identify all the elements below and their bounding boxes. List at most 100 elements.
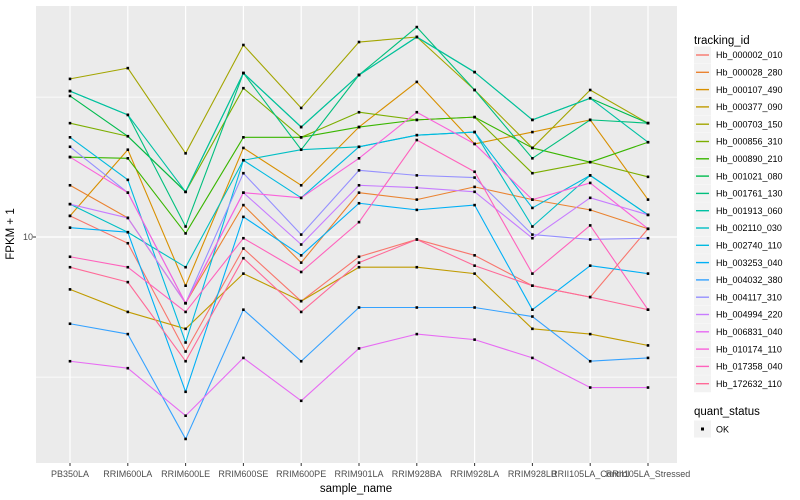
data-point xyxy=(473,264,476,267)
x-tick-label: RRIM600SE xyxy=(218,469,268,479)
data-point xyxy=(126,134,130,138)
legend-entry-label: Hb_006831_040 xyxy=(716,327,783,337)
data-point xyxy=(531,272,534,275)
data-point xyxy=(242,136,245,139)
data-point xyxy=(299,136,303,139)
data-point xyxy=(357,157,361,160)
x-tick-label: RRIM901LA xyxy=(334,469,383,479)
data-point xyxy=(473,176,476,179)
data-point xyxy=(588,160,592,164)
legend-title-quant-status: quant_status xyxy=(694,406,760,418)
data-point xyxy=(415,265,419,269)
data-point xyxy=(415,238,419,241)
legend-entry-label: Hb_000856_310 xyxy=(716,137,783,147)
x-tick-label: RRII105LA_Stressed xyxy=(606,469,691,479)
data-point xyxy=(299,106,303,110)
data-point xyxy=(357,40,361,44)
data-point xyxy=(184,190,187,194)
data-point xyxy=(126,216,130,220)
data-point xyxy=(68,322,72,326)
data-point xyxy=(68,359,72,363)
data-point xyxy=(646,175,650,179)
x-tick-label: RRIM928BA xyxy=(392,469,442,479)
data-point xyxy=(646,198,650,201)
data-point xyxy=(415,35,419,39)
data-point xyxy=(126,66,130,70)
data-point xyxy=(531,198,534,201)
legend-entry-label: Hb_001021_080 xyxy=(716,171,783,181)
legend-entry-label: Hb_002740_110 xyxy=(716,241,782,251)
data-point xyxy=(531,315,534,318)
data-point xyxy=(415,138,419,142)
data-point xyxy=(68,202,72,206)
data-point xyxy=(415,332,419,336)
data-point xyxy=(588,264,592,267)
data-point xyxy=(588,196,592,200)
data-point xyxy=(357,169,361,172)
data-point xyxy=(415,25,419,29)
data-point xyxy=(473,185,476,189)
data-point xyxy=(184,152,187,155)
data-point xyxy=(126,265,130,269)
data-point xyxy=(68,121,72,125)
data-point xyxy=(126,332,130,336)
data-point xyxy=(357,191,361,194)
data-point xyxy=(531,284,534,287)
legend-entry-label: Hb_001913_060 xyxy=(716,206,783,216)
data-point xyxy=(299,196,303,200)
data-point xyxy=(68,136,72,139)
data-point xyxy=(531,146,534,150)
data-point xyxy=(184,310,187,314)
data-point xyxy=(126,366,130,370)
data-point xyxy=(473,88,476,92)
data-point xyxy=(184,301,187,305)
data-point xyxy=(357,183,361,187)
data-point xyxy=(646,236,650,240)
legend-entry-label: OK xyxy=(716,425,729,435)
data-point xyxy=(646,227,650,231)
data-point xyxy=(184,284,187,287)
data-point xyxy=(357,347,361,350)
data-point xyxy=(299,270,303,274)
legend-entry-label: Hb_172632_110 xyxy=(716,379,782,389)
legend-entry-label: Hb_000002_010 xyxy=(716,50,783,60)
data-point xyxy=(531,171,534,175)
data-point xyxy=(588,238,592,241)
y-axis-title: FPKM + 1 xyxy=(5,208,17,259)
data-point xyxy=(473,70,476,74)
gridlines-group xyxy=(36,6,677,463)
data-point xyxy=(184,390,187,394)
data-point xyxy=(588,174,592,177)
data-point xyxy=(415,198,419,201)
data-point xyxy=(242,191,245,194)
data-point xyxy=(588,224,592,227)
data-point xyxy=(68,214,72,218)
data-point xyxy=(357,201,361,205)
data-point xyxy=(126,157,130,160)
data-point xyxy=(588,88,592,92)
data-point xyxy=(588,208,592,212)
data-point xyxy=(184,350,187,353)
data-point xyxy=(299,183,303,187)
data-point xyxy=(68,89,72,93)
data-point xyxy=(68,94,72,98)
x-tick-label: RRIM600LE xyxy=(161,469,210,479)
x-tick-labels-group: PB350LA RRIM600LA RRIM600LE RRIM600SE RRIM60… xyxy=(51,469,690,479)
axis-ticks-group xyxy=(33,236,649,466)
data-point xyxy=(242,272,245,275)
data-point xyxy=(184,341,187,344)
data-point xyxy=(531,206,534,210)
data-point xyxy=(299,125,303,129)
legend-entry-label: Hb_000107_490 xyxy=(716,85,783,95)
data-point xyxy=(646,140,650,144)
data-point xyxy=(588,386,592,389)
data-point xyxy=(242,215,245,219)
x-tick-label: RRIM600PE xyxy=(276,469,326,479)
x-tick-label: RRIM928LA xyxy=(450,469,499,479)
data-point xyxy=(126,241,130,245)
data-point xyxy=(357,306,361,309)
legend-entry-label: Hb_002110_030 xyxy=(716,223,782,233)
legend-entry-label: Hb_004032_380 xyxy=(716,275,783,285)
data-point xyxy=(299,233,303,236)
